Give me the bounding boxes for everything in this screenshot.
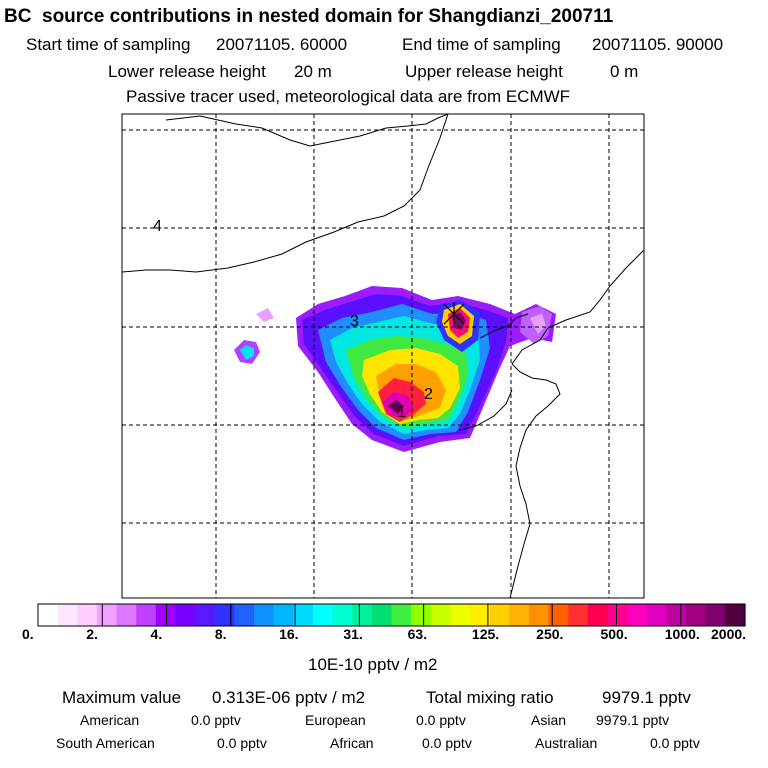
- colorbar-tick-label: 8.: [214, 626, 227, 642]
- colorbar-swatch: [646, 604, 668, 626]
- colorbar-swatch: [607, 604, 628, 626]
- upper-release-value: 0 m: [610, 62, 639, 81]
- australian-value: 0.0 pptv: [650, 735, 700, 751]
- total-mixing-label: Total mixing ratio: [426, 688, 554, 707]
- african-label: African: [330, 735, 374, 751]
- colorbar-swatch: [411, 604, 432, 626]
- asian-value: 9979.1 pptv: [596, 712, 670, 728]
- colorbar-swatch: [548, 604, 569, 626]
- colorbar-swatch: [391, 604, 412, 626]
- colorbar-swatch: [587, 604, 609, 626]
- region-label-1: 1: [397, 404, 406, 421]
- colorbar-tick-label: 31.: [343, 626, 363, 642]
- colorbar-frame: [37, 603, 746, 627]
- colorbar-swatch: [254, 604, 275, 626]
- contour-peak: [388, 400, 404, 414]
- region-label-4: 4: [153, 218, 162, 235]
- lower-release-value: 20 m: [294, 62, 332, 81]
- colorbar-tick-label: 2.: [86, 626, 98, 642]
- coast-bay-inner: [459, 389, 513, 431]
- blob-northwest: [256, 308, 274, 322]
- plume-field: [122, 114, 644, 598]
- colorbar-tick-label: 500.: [600, 626, 628, 642]
- colorbar-swatch: [38, 604, 59, 626]
- south-american-value: 0.0 pptv: [217, 735, 267, 751]
- colorbar-swatch: [352, 604, 373, 626]
- colorbar-swatch: [725, 604, 746, 626]
- receptor-marker: [443, 302, 465, 326]
- tracer-note: Passive tracer used, meteorological data…: [126, 87, 571, 106]
- australian-label: Australian: [535, 735, 598, 751]
- south-american-label: South American: [56, 735, 155, 751]
- colorbar-tick-label: 4.: [150, 626, 163, 642]
- american-value: 0.0 pptv: [191, 712, 241, 728]
- colorbar-swatch: [627, 604, 648, 626]
- colorbar-swatch: [195, 604, 216, 626]
- colorbar-swatch: [470, 604, 491, 626]
- colorbar-swatch: [528, 604, 550, 626]
- colorbar-swatch: [568, 604, 589, 626]
- plot-title: BC source contributions in nested domain…: [4, 6, 614, 27]
- lower-release-label: Lower release height: [108, 62, 266, 81]
- european-value: 0.0 pptv: [416, 712, 466, 728]
- colorbar-swatch: [430, 604, 452, 626]
- coast-northeast: [122, 114, 449, 273]
- coast-north: [165, 114, 449, 147]
- max-value: 0.313E-06 pptv / m2: [212, 688, 366, 707]
- coast-east-bay: [509, 327, 561, 598]
- colorbar-unit: 10E-10 pptv / m2: [308, 655, 438, 674]
- blob-west-inner: [240, 345, 254, 360]
- asian-label: Asian: [531, 712, 567, 728]
- colorbar-swatch: [273, 604, 294, 626]
- grid-lines: [122, 114, 644, 598]
- map-frame: [121, 113, 645, 599]
- colorbar-swatch: [293, 604, 314, 626]
- colorbar-swatch: [155, 604, 177, 626]
- colorbar-swatch: [116, 604, 137, 626]
- african-value: 0.0 pptv: [422, 735, 472, 751]
- colorbar-tick-label: 250.: [536, 626, 564, 642]
- colorbar-swatch: [234, 604, 255, 626]
- start-time-value: 20071105. 60000: [216, 35, 348, 54]
- max-value-label: Maximum value: [62, 688, 182, 707]
- colorbar-swatch: [136, 604, 157, 626]
- colorbar-swatch: [96, 604, 118, 626]
- colorbar-swatch: [371, 604, 393, 626]
- colorbar-swatch: [705, 604, 726, 626]
- colorbar-tick-label: 1000.: [664, 626, 700, 642]
- colorbar-swatch: [666, 604, 687, 626]
- region-label-2: 2: [424, 386, 433, 403]
- colorbar-swatch: [175, 604, 196, 626]
- total-mixing-value: 9979.1 pptv: [602, 688, 691, 707]
- colorbar-swatch: [57, 604, 78, 626]
- colorbar-tick-label: 16.: [279, 626, 299, 642]
- start-time-label: Start time of sampling: [26, 35, 191, 54]
- colorbar-swatch: [332, 604, 353, 626]
- colorbar-swatch: [509, 604, 530, 626]
- european-label: European: [305, 712, 366, 728]
- hotspot-receptor-core: [452, 312, 466, 330]
- colorbar-tick-label: 63.: [407, 626, 428, 642]
- coast-east-upper: [547, 249, 644, 329]
- region-label-3: 3: [350, 313, 359, 330]
- end-time-label: End time of sampling: [402, 35, 561, 54]
- american-label: American: [80, 712, 140, 728]
- blob-east-inner: [530, 314, 546, 334]
- colorbar-swatch: [450, 604, 471, 626]
- colorbar-tick-label: 2000.: [711, 626, 747, 642]
- end-time-value: 20071105. 90000: [592, 35, 724, 54]
- colorbar-swatch: [214, 604, 235, 626]
- colorbar-tick-label: 0.: [22, 626, 34, 642]
- colorbar-tick-label: 125.: [471, 626, 500, 642]
- colorbar-swatch: [489, 604, 510, 626]
- upper-release-label: Upper release height: [405, 62, 563, 81]
- colorbar: [37, 603, 746, 627]
- colorbar-swatch: [77, 604, 98, 626]
- coast-peninsula: [479, 313, 529, 339]
- colorbar-swatch: [312, 604, 334, 626]
- plume-contours: [234, 286, 556, 452]
- colorbar-swatch: [686, 604, 707, 626]
- coastlines: [122, 114, 644, 598]
